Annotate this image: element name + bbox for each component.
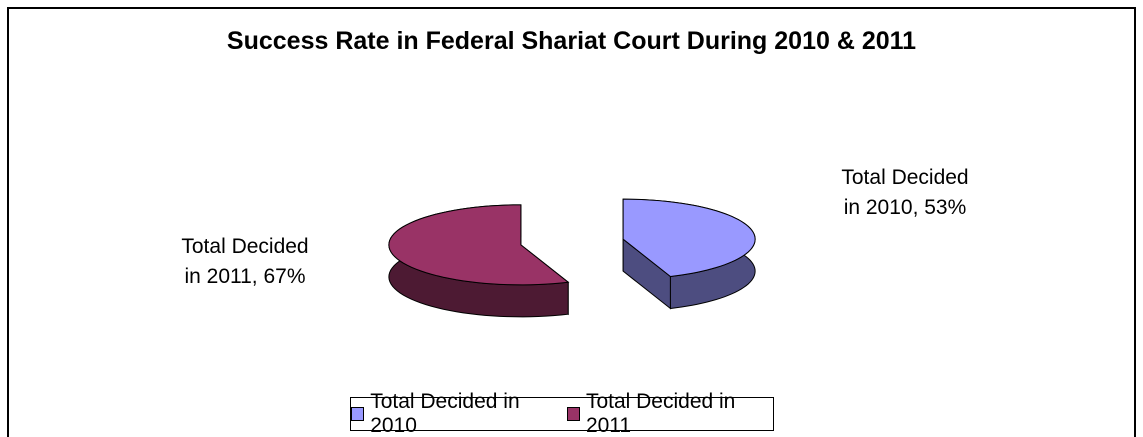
legend-item: Total Decided in 2010 <box>351 390 559 437</box>
data-label: Total Decided in 2010, 53% <box>841 166 969 219</box>
legend-item: Total Decided in 2011 <box>566 390 773 437</box>
legend-swatch <box>351 407 365 421</box>
legend-label: Total Decided in 2010 <box>370 390 520 437</box>
chart-title-box: Success Rate in Federal Shariat Court Du… <box>0 26 1143 57</box>
chart-border <box>7 7 1136 437</box>
slice <box>388 204 570 286</box>
chart-title: Success Rate in Federal Shariat Court Du… <box>226 27 917 55</box>
data-label: Total Decided in 2011, 67% <box>181 235 309 288</box>
legend: Total Decided in 2010 Total Decided in 20… <box>350 390 774 437</box>
slice <box>622 198 756 278</box>
legend-swatch <box>566 407 580 421</box>
legend-label: Total Decided in 2011 <box>585 390 736 437</box>
